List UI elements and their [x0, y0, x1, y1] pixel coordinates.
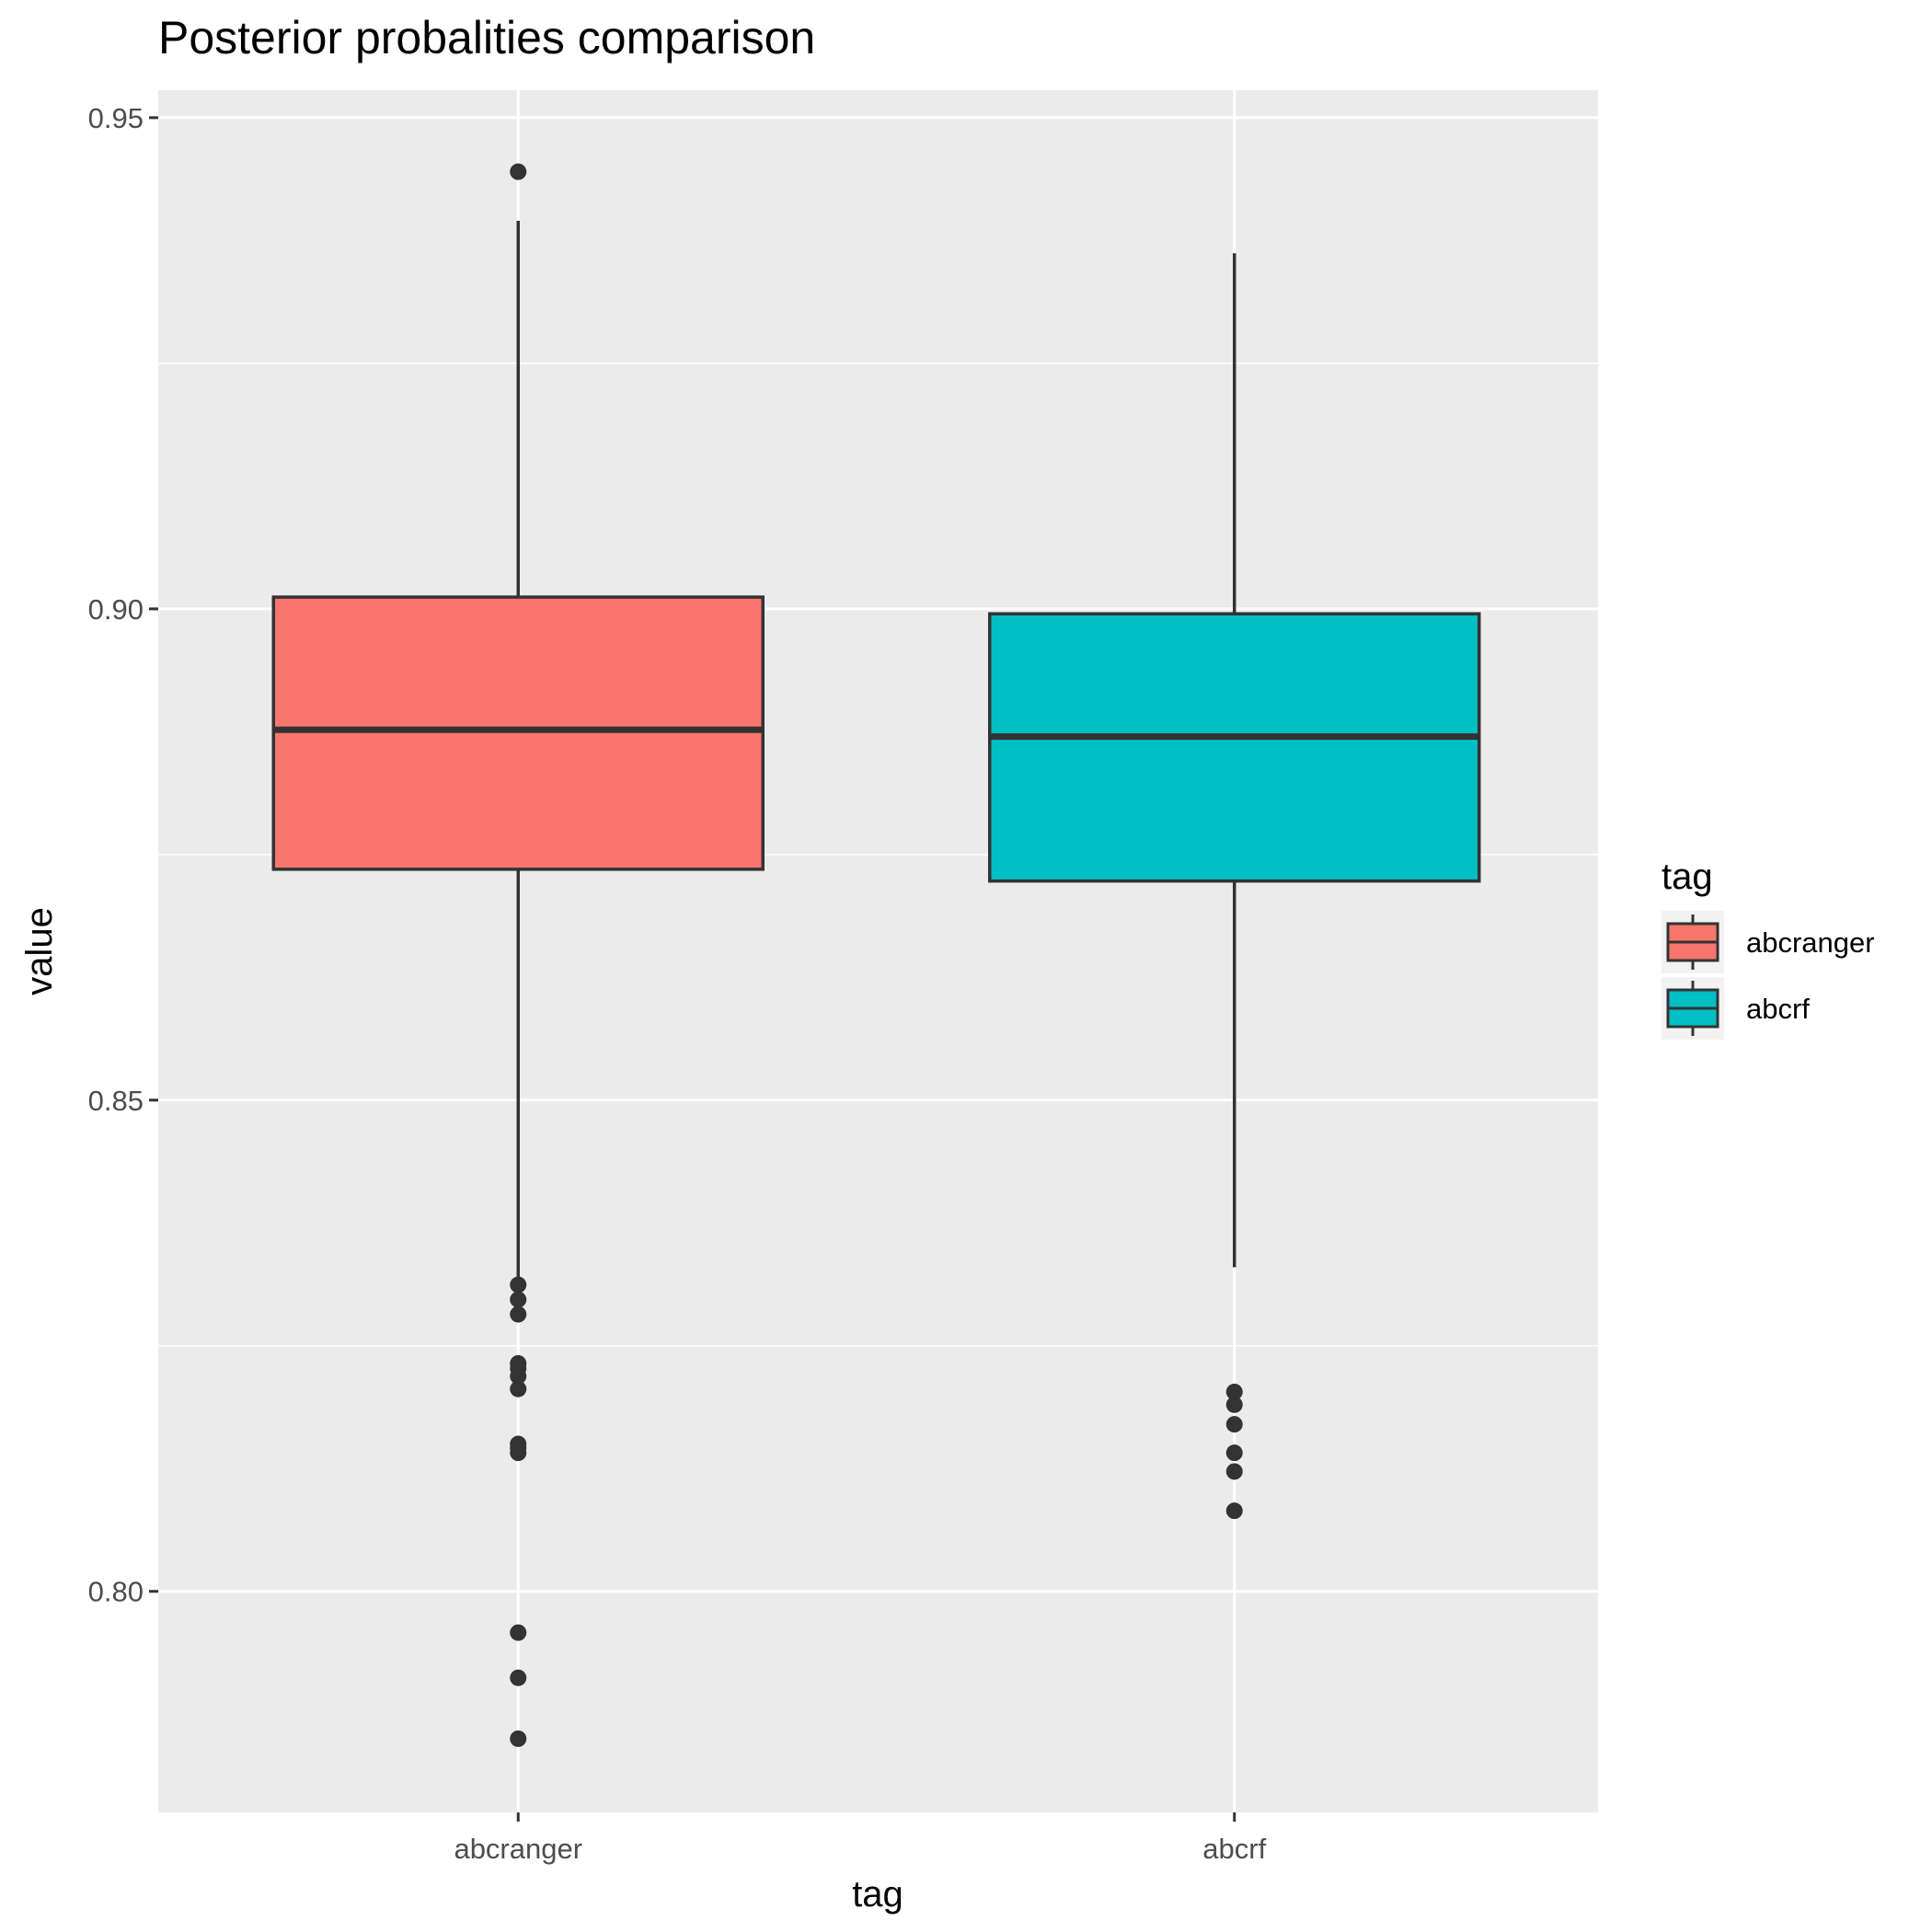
y-axis: 0.80 0.85 0.90 0.95	[88, 102, 158, 1608]
box-abcrf	[988, 612, 1481, 883]
boxes	[271, 163, 1481, 1747]
outlier-point-abcranger	[510, 1291, 527, 1308]
x-tick-label: abcranger	[454, 1833, 582, 1865]
chart-title: Posterior probalities comparison	[158, 12, 815, 63]
y-axis-label: value	[19, 907, 60, 995]
outlier-point-abcrf	[1225, 1383, 1243, 1400]
outlier-point-abcranger	[510, 1624, 527, 1641]
y-tick-label: 0.90	[88, 593, 144, 626]
outlier-point-abcranger	[510, 163, 527, 180]
legend-label: abcrf	[1746, 993, 1810, 1025]
x-axis: abcranger abcrf	[454, 1812, 1267, 1865]
plot-panel	[158, 90, 1598, 1812]
y-tick-label: 0.80	[88, 1576, 144, 1608]
box-abcranger	[271, 595, 765, 871]
outlier-point-abcrf	[1225, 1416, 1243, 1433]
outlier-point-abcranger	[510, 1305, 527, 1323]
outlier-point-abcranger	[510, 1730, 527, 1747]
outlier-point-abcrf	[1225, 1396, 1243, 1413]
y-tick-label: 0.85	[88, 1085, 144, 1117]
legend-label: abcranger	[1746, 926, 1875, 959]
y-tick-label: 0.95	[88, 102, 144, 134]
x-axis-label: tag	[852, 1874, 903, 1915]
legend-items: abcranger abcrf	[1662, 911, 1875, 1040]
outlier-point-abcranger	[510, 1276, 527, 1294]
legend: tag abcranger abcrf	[1662, 857, 1875, 1040]
outlier-point-abcrf	[1225, 1444, 1243, 1462]
outlier-point-abcrf	[1225, 1502, 1243, 1520]
outlier-point-abcranger	[510, 1380, 527, 1397]
outlier-point-abcranger	[510, 1444, 527, 1462]
outlier-point-abcranger	[510, 1367, 527, 1385]
x-tick-label: abcrf	[1202, 1833, 1266, 1865]
outlier-point-abcranger	[510, 1669, 527, 1686]
legend-title: tag	[1662, 857, 1713, 897]
outlier-point-abcrf	[1225, 1463, 1243, 1480]
